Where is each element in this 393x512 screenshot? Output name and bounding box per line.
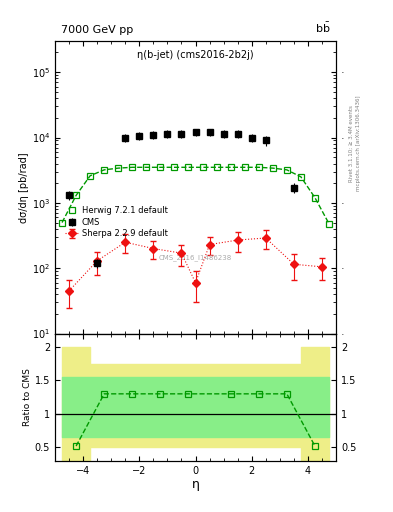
Herwig 7.2.1 default — [299, 174, 303, 180]
Herwig 7.2.1 default — [74, 193, 79, 199]
Herwig 7.2.1 default — [312, 195, 317, 201]
Text: b$\bar{\mathrm{b}}$: b$\bar{\mathrm{b}}$ — [315, 21, 331, 35]
Y-axis label: Ratio to CMS: Ratio to CMS — [23, 368, 32, 426]
Herwig 7.2.1 default — [214, 164, 219, 170]
Herwig 7.2.1 default — [228, 164, 233, 170]
Herwig 7.2.1 default — [88, 173, 92, 179]
Herwig 7.2.1 default — [186, 164, 191, 170]
Herwig 7.2.1 default — [200, 164, 205, 170]
Herwig 7.2.1 default — [242, 164, 247, 170]
Herwig 7.2.1 default — [172, 164, 177, 170]
Herwig 7.2.1 default — [102, 167, 107, 173]
Text: mcplots.cern.ch [arXiv:1306.3436]: mcplots.cern.ch [arXiv:1306.3436] — [356, 96, 361, 191]
Herwig 7.2.1 default — [270, 165, 275, 171]
Text: η(b-jet) (cms2016-2b2j): η(b-jet) (cms2016-2b2j) — [137, 50, 254, 60]
Line: Herwig 7.2.1 default: Herwig 7.2.1 default — [59, 164, 332, 226]
Legend: Herwig 7.2.1 default, CMS, Sherpa 2.2.9 default: Herwig 7.2.1 default, CMS, Sherpa 2.2.9 … — [62, 203, 171, 242]
Herwig 7.2.1 default — [144, 164, 149, 170]
Herwig 7.2.1 default — [116, 165, 121, 171]
Herwig 7.2.1 default — [130, 164, 135, 170]
Text: 7000 GeV pp: 7000 GeV pp — [61, 25, 133, 35]
Text: CMS_2016_I1486238: CMS_2016_I1486238 — [159, 254, 232, 261]
Herwig 7.2.1 default — [256, 164, 261, 170]
Y-axis label: dσ/dη [pb/rad]: dσ/dη [pb/rad] — [19, 152, 29, 223]
Herwig 7.2.1 default — [327, 221, 331, 227]
X-axis label: η: η — [191, 478, 200, 492]
Herwig 7.2.1 default — [285, 167, 289, 173]
Herwig 7.2.1 default — [60, 220, 64, 226]
Text: Rivet 3.1.10; ≥ 3.4M events: Rivet 3.1.10; ≥ 3.4M events — [349, 105, 354, 182]
Herwig 7.2.1 default — [158, 164, 163, 170]
